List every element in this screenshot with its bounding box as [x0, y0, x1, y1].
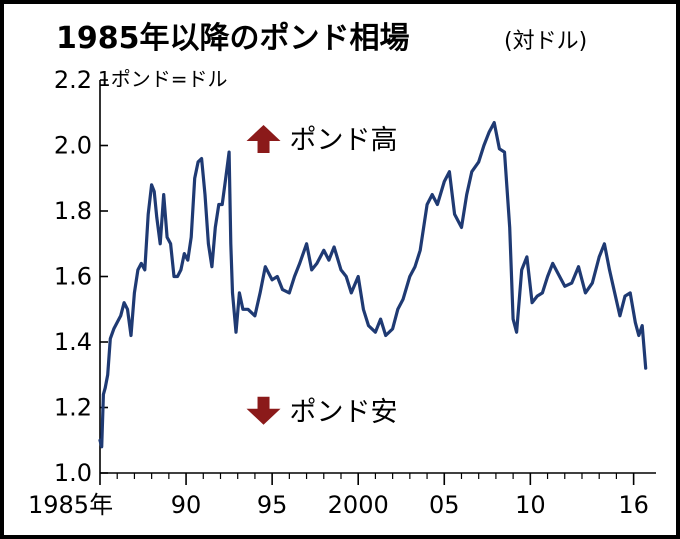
chart-title: 1985年以降のポンド相場 [56, 21, 410, 56]
x-tick-label: 95 [257, 491, 288, 519]
series-layer [98, 120, 648, 449]
y-tick-label: 1.0 [54, 459, 92, 487]
y-tick-label: 1.4 [54, 328, 92, 356]
x-tick-label: 2000 [328, 491, 389, 519]
y-tick-label: 2.2 [54, 66, 92, 94]
y-axis-label: 1ポンド=ドル [98, 67, 227, 91]
arrow-up-icon [246, 124, 281, 153]
x-tick-label: 16 [618, 491, 649, 519]
y-tick-label: 1.6 [54, 263, 92, 291]
chart-panel: 1985年以降のポンド相場 (対ドル) 1ポンド=ドル 1.0 1.2 1.4 1.6… [4, 4, 676, 535]
axis-ticks: 1.0 1.2 1.4 1.6 1.8 2.0 2.2 1985年 90 95 2000 05 10 16 [28, 66, 649, 519]
y-tick-label: 2.0 [54, 132, 92, 160]
line-chart: 1985年以降のポンド相場 (対ドル) 1ポンド=ドル 1.0 1.2 1.4 1.6… [28, 21, 656, 519]
annotation-label: ポンド安 [290, 397, 398, 428]
series-line [98, 120, 648, 449]
x-tick-label: 10 [515, 491, 546, 519]
x-tick-label: 05 [429, 491, 460, 519]
x-tick-label: 1985年 [28, 491, 113, 519]
x-tick-label: 90 [171, 491, 202, 519]
y-tick-label: 1.8 [54, 197, 92, 225]
axes [99, 80, 656, 474]
annotation: ポンド安 [246, 396, 398, 428]
y-tick-label: 1.2 [54, 394, 92, 422]
annotation: ポンド高 [246, 124, 398, 156]
chart-subtitle: (対ドル) [504, 29, 587, 54]
arrow-down-icon [246, 396, 281, 425]
annotation-label: ポンド高 [290, 125, 398, 156]
